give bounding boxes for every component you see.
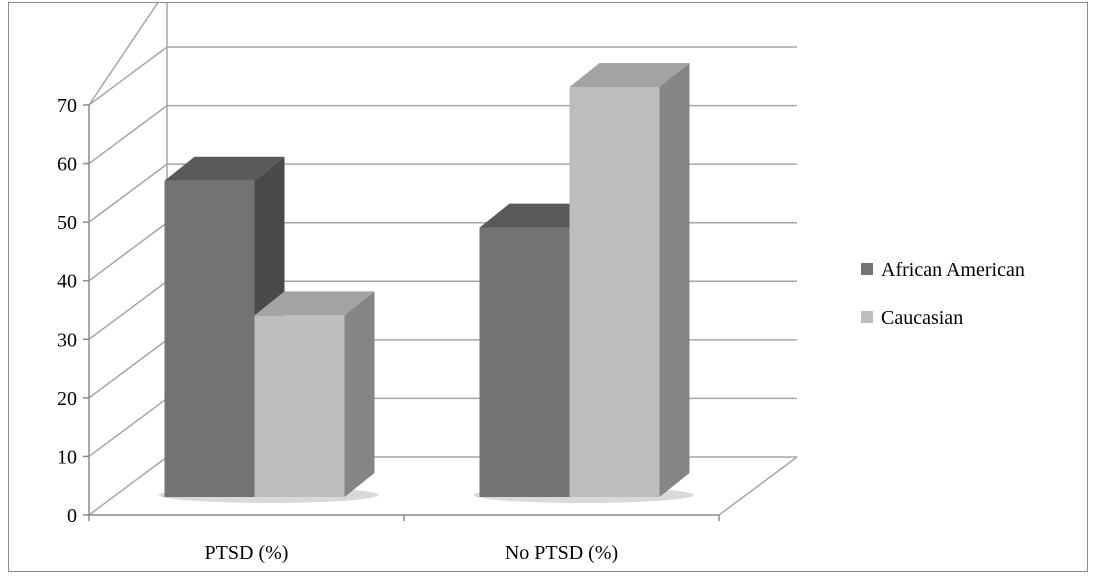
y-tick-label: 0 xyxy=(67,505,77,527)
bar-top xyxy=(164,156,285,181)
x-category-label: No PTSD (%) xyxy=(505,542,618,564)
bar-front xyxy=(479,227,570,498)
gridline-side xyxy=(88,456,168,516)
bar-front xyxy=(164,180,255,497)
gridline-side xyxy=(88,397,168,458)
y-axis-ticks: 0 10 20 30 40 50 60 70 xyxy=(57,95,89,527)
bar-side xyxy=(659,63,690,497)
bar xyxy=(569,63,690,497)
legend-swatch xyxy=(861,311,873,323)
gridline-side xyxy=(88,46,168,106)
legend-label: Caucasian xyxy=(881,307,963,329)
chart-frame: 0 10 20 30 40 50 60 70 PTSD (%) No PTSD (%) Afri… xyxy=(8,2,1088,572)
gridline-side xyxy=(88,163,168,223)
gridline-side xyxy=(88,280,168,340)
gridline-side xyxy=(88,104,168,165)
bar-top xyxy=(254,291,375,316)
y-tick-label: 70 xyxy=(57,95,77,117)
side-wall-top-edge xyxy=(88,3,159,106)
legend: African American Caucasian xyxy=(861,259,1025,329)
legend-label: African American xyxy=(881,259,1025,281)
bar-side xyxy=(344,291,375,497)
gridline-side xyxy=(88,339,168,399)
y-tick-label: 40 xyxy=(57,271,77,293)
x-axis-categories: PTSD (%) No PTSD (%) xyxy=(205,542,619,564)
floor-right-edge xyxy=(718,456,798,516)
y-tick-label: 20 xyxy=(57,388,77,410)
y-tick-label: 10 xyxy=(57,446,77,468)
y-tick-label: 30 xyxy=(57,329,77,351)
bar xyxy=(254,291,375,497)
bars xyxy=(158,63,694,503)
bar-chart: 0 10 20 30 40 50 60 70 PTSD (%) No PTSD (%) Afri… xyxy=(57,3,1025,564)
gridline-side xyxy=(88,222,168,282)
bar-top xyxy=(569,63,690,87)
legend-swatch xyxy=(861,263,873,275)
bar-front xyxy=(569,87,660,497)
bar-front xyxy=(254,315,345,497)
y-tick-label: 50 xyxy=(57,212,77,234)
y-tick-label: 60 xyxy=(57,154,77,176)
x-category-label: PTSD (%) xyxy=(205,542,289,564)
